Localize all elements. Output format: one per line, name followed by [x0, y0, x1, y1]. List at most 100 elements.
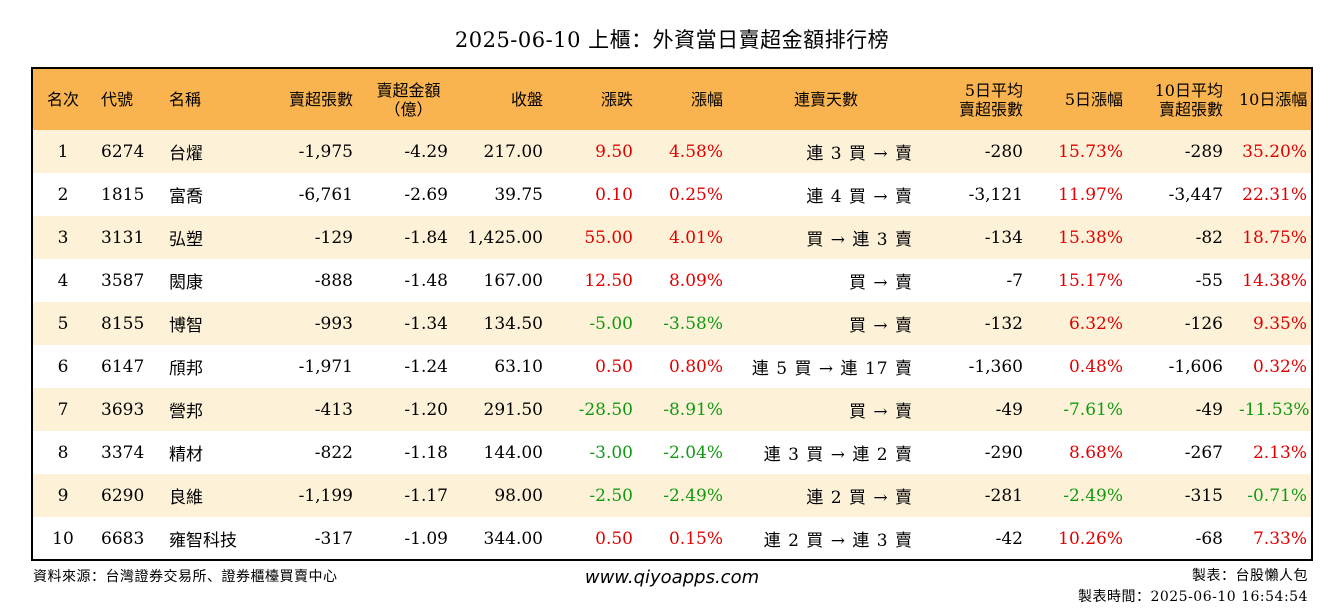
cell-name: 富喬 — [169, 187, 203, 207]
cell-change: 0.10 — [595, 184, 633, 205]
cell-change: 0.50 — [595, 528, 633, 549]
cell-code: 3374 — [101, 442, 145, 463]
cell-code: 6147 — [101, 356, 145, 377]
cell-change: -3.00 — [589, 442, 633, 463]
cell-streak: 連 3 買 → 賣 — [806, 144, 913, 164]
cell-name: 營邦 — [169, 402, 203, 422]
cell-name: 博智 — [169, 316, 203, 336]
cell-streak: 連 2 買 → 連 3 賣 — [763, 531, 913, 551]
cell-avg10: -289 — [1184, 141, 1223, 162]
cell-rank: 1 — [57, 141, 69, 162]
cell-sell-shares: -1,971 — [298, 356, 353, 377]
cell-streak: 連 4 買 → 賣 — [806, 187, 913, 207]
header-code: 代號 — [101, 90, 134, 109]
cell-streak: 連 3 買 → 連 2 賣 — [763, 445, 913, 465]
cell-sell-amount: -2.69 — [404, 184, 448, 205]
cell-avg5: -49 — [995, 399, 1023, 420]
header-pct5: 5日漲幅 — [1064, 90, 1123, 109]
cell-close: 144.00 — [483, 442, 543, 463]
table-row: 2 1815 富喬 -6,761 -2.69 39.75 0.10 0.25% 連 4 買 → … — [33, 173, 1311, 216]
header-pct10: 10日漲幅 — [1239, 90, 1308, 109]
cell-sell-amount: -1.84 — [404, 227, 448, 248]
cell-sell-shares: -6,761 — [298, 184, 353, 205]
cell-change: 0.50 — [595, 356, 633, 377]
cell-sell-shares: -822 — [314, 442, 353, 463]
cell-avg5: -290 — [984, 442, 1023, 463]
cell-avg10: -126 — [1184, 313, 1223, 334]
cell-change: -28.50 — [578, 399, 633, 420]
cell-name: 雍智科技 — [169, 531, 237, 551]
cell-streak: 買 → 賣 — [848, 273, 913, 293]
cell-change-pct: -2.04% — [663, 442, 723, 463]
data-source: 資料來源：台灣證券交易所、證券櫃檯買賣中心 — [33, 569, 338, 585]
cell-sell-amount: -1.09 — [404, 528, 448, 549]
cell-pct10: 2.13% — [1252, 442, 1307, 463]
cell-avg5: -132 — [984, 313, 1023, 334]
cell-change: -5.00 — [589, 313, 633, 334]
cell-sell-amount: -1.48 — [404, 270, 448, 291]
ranking-table-grid: 名次 代號 名稱 賣超張數 賣超金額 （億） 收盤 漲跌 漲幅 連賣天數 5日平… — [33, 69, 1311, 559]
cell-close: 39.75 — [494, 184, 543, 205]
cell-change: -2.50 — [589, 485, 633, 506]
cell-close: 217.00 — [483, 141, 543, 162]
cell-pct10: 18.75% — [1242, 227, 1307, 248]
header-name: 名稱 — [169, 90, 202, 109]
table-body: 1 6274 台燿 -1,975 -4.29 217.00 9.50 4.58% 連 3 買 →… — [33, 130, 1311, 559]
cell-change-pct: 0.25% — [668, 184, 723, 205]
cell-pct10: 9.35% — [1252, 313, 1307, 334]
cell-sell-shares: -129 — [314, 227, 353, 248]
cell-change: 55.00 — [584, 227, 633, 248]
header-avg5-line2: 賣超張數 — [958, 99, 1023, 119]
header-sell-shares: 賣超張數 — [288, 90, 353, 109]
header-change-pct: 漲幅 — [690, 90, 723, 109]
header-close: 收盤 — [510, 90, 543, 109]
cell-avg10: -3,447 — [1168, 184, 1223, 205]
cell-sell-amount: -1.20 — [404, 399, 448, 420]
cell-pct10: 35.20% — [1242, 141, 1307, 162]
cell-close: 134.50 — [483, 313, 543, 334]
cell-avg10: -68 — [1195, 528, 1223, 549]
cell-code: 3131 — [101, 227, 145, 248]
header-streak: 連賣天數 — [793, 90, 858, 109]
table-row: 3 3131 弘塑 -129 -1.84 1,425.00 55.00 4.01% 買 → 連 … — [33, 216, 1311, 259]
header-sell-amount: 賣超金額 （億） — [361, 69, 456, 130]
header-sell-amount-line2: （億） — [384, 99, 433, 119]
cell-pct5: 0.48% — [1068, 356, 1123, 377]
cell-avg5: -1,360 — [968, 356, 1023, 377]
cell-pct10: 7.33% — [1252, 528, 1307, 549]
cell-change: 12.50 — [584, 270, 633, 291]
page-title: 2025-06-10 上櫃：外資當日賣超金額排行榜 — [454, 28, 890, 52]
cell-sell-shares: -413 — [314, 399, 353, 420]
cell-change-pct: -8.91% — [663, 399, 723, 420]
cell-rank: 2 — [57, 184, 69, 205]
cell-sell-shares: -317 — [314, 528, 353, 549]
cell-pct10: 0.32% — [1252, 356, 1307, 377]
table-row: 4 3587 閎康 -888 -1.48 167.00 12.50 8.09% 買 → 賣 -7 1… — [33, 259, 1311, 302]
cell-name: 閎康 — [169, 273, 203, 293]
cell-code: 3693 — [101, 399, 145, 420]
cell-sell-shares: -888 — [314, 270, 353, 291]
cell-pct10: 14.38% — [1242, 270, 1307, 291]
table-row: 9 6290 良維 -1,199 -1.17 98.00 -2.50 -2.49% 連 2 買 … — [33, 474, 1311, 517]
cell-code: 8155 — [101, 313, 145, 334]
table-row: 8 3374 精材 -822 -1.18 144.00 -3.00 -2.04% 連 3 買 →… — [33, 431, 1311, 474]
cell-name: 台燿 — [169, 144, 203, 164]
header-avg10-line1: 10日平均 — [1154, 80, 1223, 100]
cell-sell-amount: -1.18 — [404, 442, 448, 463]
cell-code: 6683 — [101, 528, 145, 549]
cell-streak: 買 → 連 3 賣 — [806, 230, 913, 250]
cell-avg5: -7 — [1006, 270, 1023, 291]
cell-change-pct: 4.58% — [668, 141, 723, 162]
cell-code: 6290 — [101, 485, 145, 506]
cell-change-pct: 8.09% — [668, 270, 723, 291]
cell-sell-shares: -993 — [314, 313, 353, 334]
cell-sell-shares: -1,975 — [298, 141, 353, 162]
header-avg10-line2: 賣超張數 — [1158, 99, 1223, 119]
cell-avg5: -3,121 — [968, 184, 1023, 205]
website-link[interactable]: www.qiyoapps.com — [584, 567, 760, 588]
cell-name: 良維 — [169, 488, 203, 508]
footer-credits: 製表：台股懶人包 製表時間：2025-06-10 16:54:54 — [1078, 566, 1308, 608]
cell-rank: 5 — [57, 313, 69, 334]
cell-change-pct: 0.80% — [668, 356, 723, 377]
cell-pct10: 22.31% — [1242, 184, 1307, 205]
